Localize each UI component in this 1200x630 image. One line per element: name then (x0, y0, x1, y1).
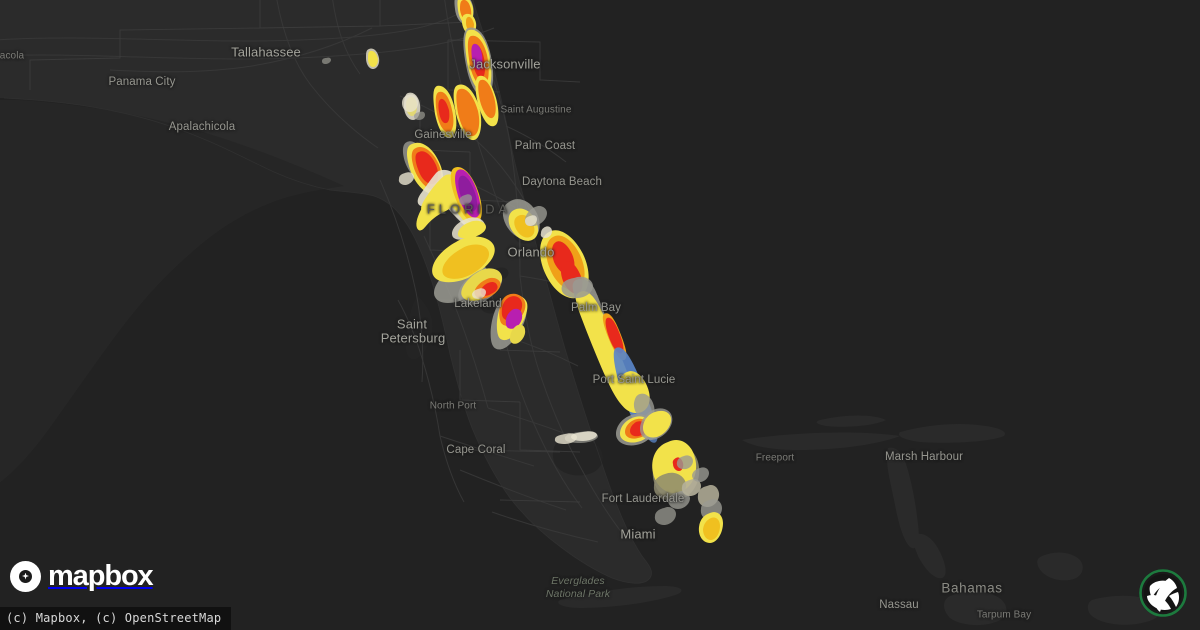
swath-okeechobee-small (554, 433, 577, 444)
swath-dot-north-b (368, 50, 378, 67)
swath-jupiter-cream (571, 431, 597, 441)
swath-dot-pan-b (402, 94, 419, 112)
swath-dot-orlando-w (472, 288, 486, 299)
swath-dot-daytona (525, 215, 537, 226)
swath-dot-pan-a (322, 57, 331, 64)
swath-dot-canaveral (540, 226, 552, 238)
swath-central-magenta (416, 166, 482, 232)
swath-augustine-east (453, 84, 482, 141)
swath-keys-chain (653, 455, 723, 543)
landmass-florida (0, 0, 652, 583)
swath-dot-gnv-a (398, 172, 414, 185)
swath-jacksonville-tail (475, 75, 499, 127)
park-label-line1: Everglades (551, 575, 605, 587)
coastline (3, 0, 652, 584)
swath-dot-ocala (414, 111, 425, 120)
mapbox-logo-link[interactable]: mapbox (10, 559, 154, 593)
swath-florida-label-south (452, 217, 486, 240)
park-label-line2: National Park (545, 588, 611, 600)
hail-report-badge-icon[interactable] (1136, 566, 1190, 620)
swath-dot-gnv-b (459, 194, 472, 205)
water-tampa-bay (405, 296, 433, 360)
swath-lakeland-south (490, 293, 528, 350)
mapbox-compass-icon (10, 560, 41, 592)
label-everglades-national-park: Everglades National Park (546, 575, 610, 601)
map-attribution[interactable]: (c) Mapbox, (c) OpenStreetMap (0, 607, 232, 630)
water-lake-okeechobee (552, 438, 603, 476)
landmass-shading (0, 100, 344, 483)
swath-stuart-yellow (640, 408, 673, 440)
swath-palmbay-gray (561, 276, 593, 299)
swath-augustine-mid (433, 85, 457, 139)
mapbox-wordmark: mapbox (48, 559, 154, 592)
landmass-keys (558, 586, 682, 608)
